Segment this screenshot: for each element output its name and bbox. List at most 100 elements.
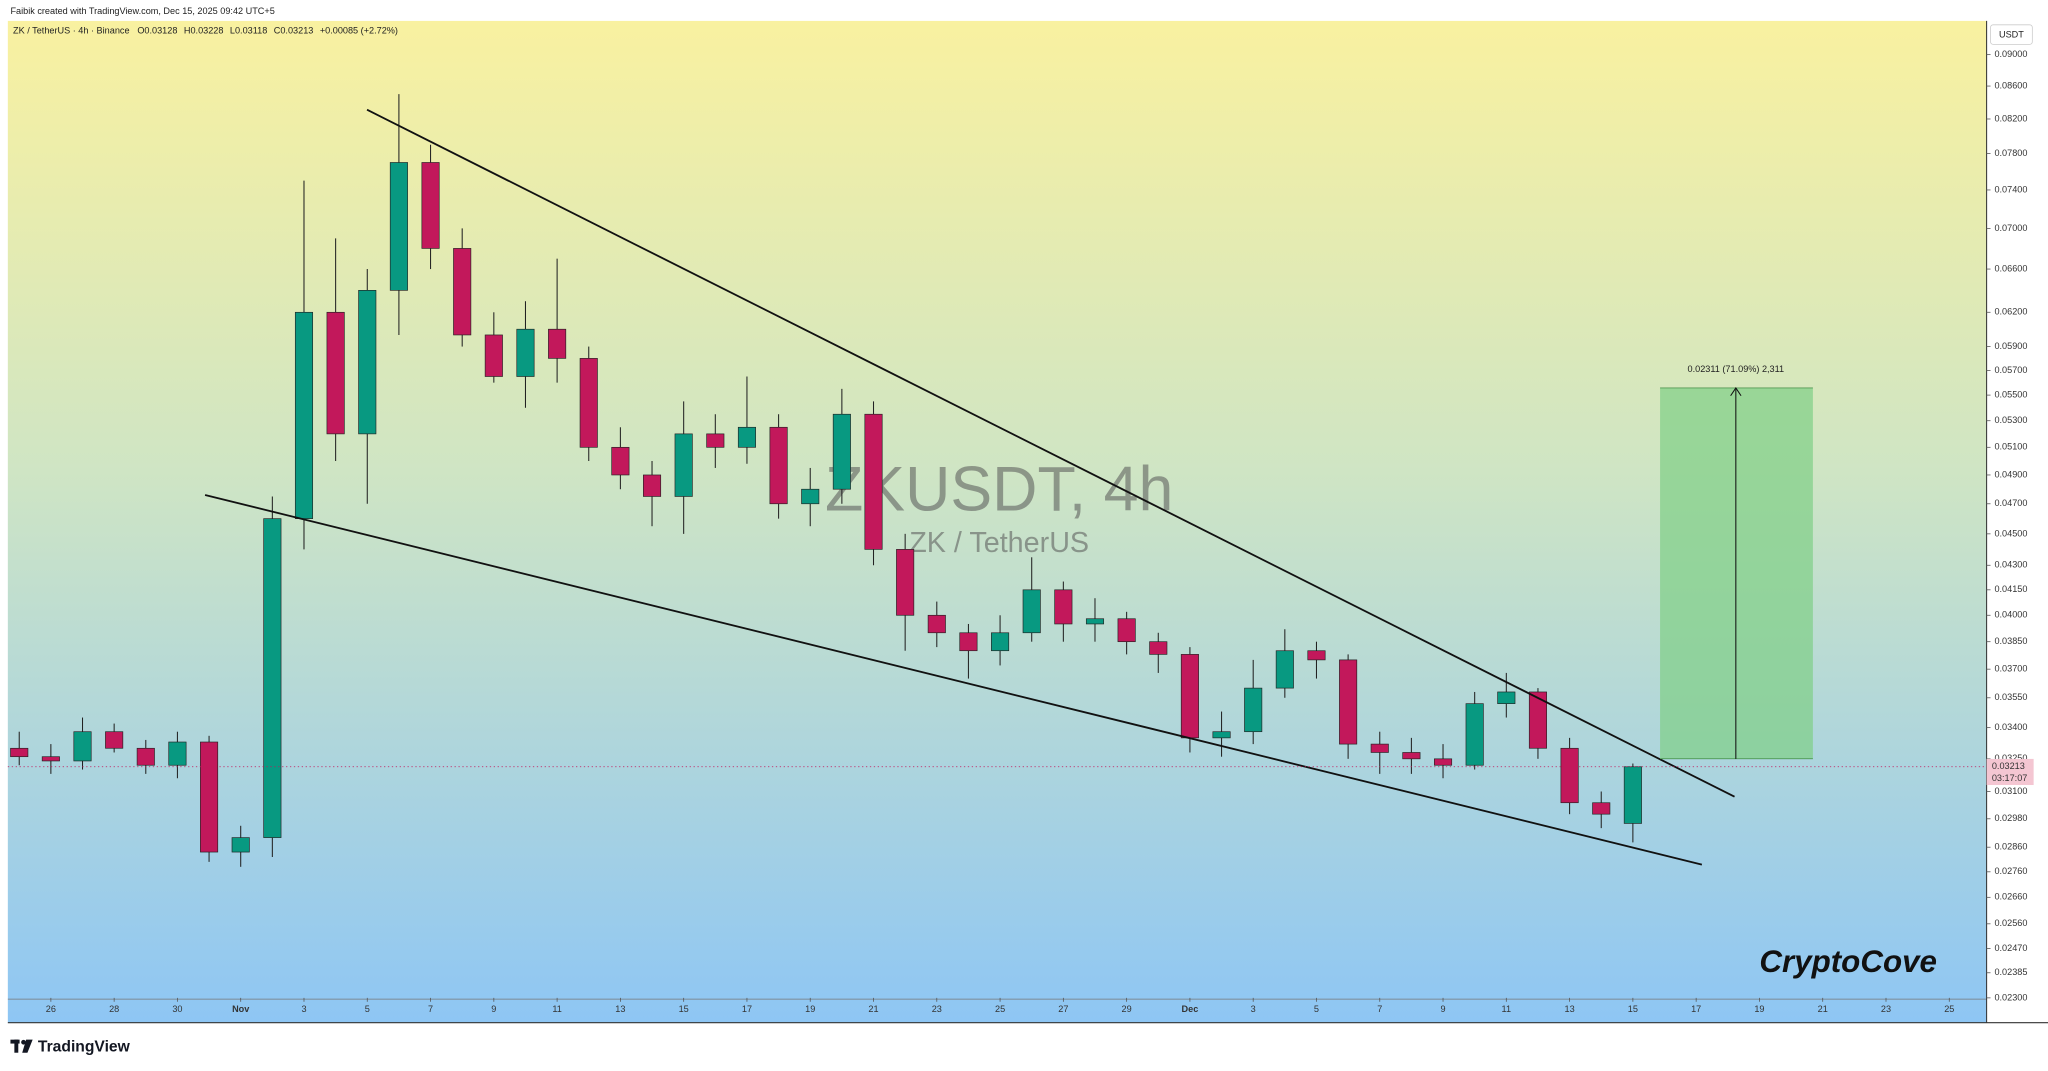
measure-arrowhead <box>1730 386 1742 397</box>
y-tick-label: 0.05500 <box>1994 390 2027 400</box>
y-tick-label: 0.06200 <box>1994 307 2027 317</box>
x-tick-label: 26 <box>46 1004 56 1014</box>
x-tick-label: 30 <box>172 1004 182 1014</box>
last-price-label: 0.03213 <box>1992 761 2025 771</box>
x-tick-label: Dec <box>1182 1004 1199 1014</box>
y-tick-label: 0.03700 <box>1994 664 2027 674</box>
y-tick-label: 0.02760 <box>1994 866 2027 876</box>
logo-slash <box>22 1039 33 1053</box>
signature: CryptoCove <box>1759 944 1937 979</box>
watermark-title: ZKUSDT, 4h <box>825 454 1173 524</box>
y-tick-label: 0.02300 <box>1994 992 2027 1002</box>
y-tick-label: 0.03850 <box>1994 636 2027 646</box>
ohlc-high: H0.03228 <box>184 26 224 36</box>
candle-body <box>611 446 630 476</box>
y-tick-label: 0.05700 <box>1994 365 2027 375</box>
ohlc-open: O0.03128 <box>137 26 177 36</box>
x-tick-label: 9 <box>491 1004 496 1014</box>
brand-logo <box>10 1039 33 1053</box>
candle-body <box>41 756 60 762</box>
x-tick-label: 15 <box>679 1004 689 1014</box>
candle-body <box>1244 687 1263 733</box>
candle-body <box>674 433 693 497</box>
x-tick-label: 7 <box>1377 1004 1382 1014</box>
y-tick-label: 0.04500 <box>1994 528 2027 538</box>
x-tick-label: 13 <box>615 1004 625 1014</box>
x-tick-label: 17 <box>742 1004 752 1014</box>
y-tick-label: 0.04150 <box>1994 584 2027 594</box>
price-axis-background <box>1986 20 2048 1023</box>
x-tick-label: Nov <box>232 1004 250 1014</box>
currency-box <box>1990 24 2033 45</box>
y-tick-label: 0.08600 <box>1994 80 2027 90</box>
currency-label: USDT <box>1999 30 2024 40</box>
y-tick-label: 0.07000 <box>1994 223 2027 233</box>
candle-body <box>516 328 535 377</box>
y-tick-label: 0.02860 <box>1994 842 2027 852</box>
candle-body <box>1212 731 1231 739</box>
candle-body <box>263 518 282 838</box>
candle-body <box>294 311 314 519</box>
candle-body <box>358 290 377 435</box>
candle-body <box>1275 650 1294 689</box>
logo-stem <box>14 1039 19 1053</box>
y-tick-label: 0.07800 <box>1994 148 2027 158</box>
watermark-subtitle: ZK / TetherUS <box>909 527 1089 559</box>
candles <box>10 94 1642 867</box>
x-tick-label: 29 <box>1122 1004 1132 1014</box>
candle-body <box>643 474 662 497</box>
countdown-label: 03:17:07 <box>1992 773 2028 783</box>
candle-body <box>1149 641 1168 655</box>
candle-body <box>1339 659 1358 745</box>
x-tick-label: 25 <box>1944 1004 1954 1014</box>
x-tick-label: 15 <box>1628 1004 1638 1014</box>
x-tick-label: 9 <box>1440 1004 1445 1014</box>
x-tick-label: 5 <box>1314 1004 1319 1014</box>
header-text: Faibik created with TradingView.com, Dec… <box>10 6 274 16</box>
y-tick-label: 0.03400 <box>1994 722 2027 732</box>
candle-body <box>326 311 345 435</box>
brand-name: TradingView <box>38 1039 131 1056</box>
y-tick-label: 0.04300 <box>1994 560 2027 570</box>
y-tick-label: 0.09000 <box>1994 49 2027 59</box>
y-tick-label: 0.04700 <box>1994 498 2027 508</box>
candle-body <box>1623 766 1642 824</box>
candle-body <box>136 747 155 766</box>
y-tick-label: 0.05900 <box>1994 341 2027 351</box>
symbol-legend: ZK / TetherUS · 4h · Binance O0.03128 H0… <box>13 26 398 36</box>
y-tick-label: 0.03250 <box>1994 753 2027 763</box>
y-tick-label: 0.03550 <box>1994 692 2027 702</box>
candle-body <box>959 632 978 652</box>
x-tick-label: 28 <box>109 1004 119 1014</box>
candle-body <box>1022 589 1041 634</box>
y-tick-label: 0.04000 <box>1994 610 2027 620</box>
candle-body <box>453 248 472 336</box>
plot-background <box>7 20 1987 1023</box>
candle-body <box>737 426 756 448</box>
x-tick-label: 19 <box>805 1004 815 1014</box>
x-tick-label: 3 <box>1251 1004 1256 1014</box>
candle-body <box>231 837 250 853</box>
x-tick-label: 25 <box>995 1004 1005 1014</box>
candle-body <box>1402 752 1421 760</box>
ohlc-change: +0.00085 (+2.72%) <box>320 26 398 36</box>
y-tick-label: 0.05300 <box>1994 415 2027 425</box>
candle-body <box>389 162 408 291</box>
candle-body <box>769 426 788 505</box>
x-tick-label: 23 <box>1881 1004 1891 1014</box>
candle-body <box>484 334 503 377</box>
candle-body <box>579 358 598 448</box>
x-tick-label: 13 <box>1565 1004 1575 1014</box>
candle-body <box>1180 654 1199 739</box>
x-tick-label: 3 <box>301 1004 306 1014</box>
x-tick-label: 17 <box>1691 1004 1701 1014</box>
candle-body <box>168 741 187 766</box>
x-tick-label: 23 <box>932 1004 942 1014</box>
candle-body <box>896 549 915 616</box>
candle-body <box>832 413 851 490</box>
x-tick-label: 11 <box>552 1004 561 1014</box>
y-tick-label: 0.08200 <box>1994 113 2027 123</box>
x-tick-label: 21 <box>868 1004 878 1014</box>
x-tick-label: 7 <box>428 1004 433 1014</box>
